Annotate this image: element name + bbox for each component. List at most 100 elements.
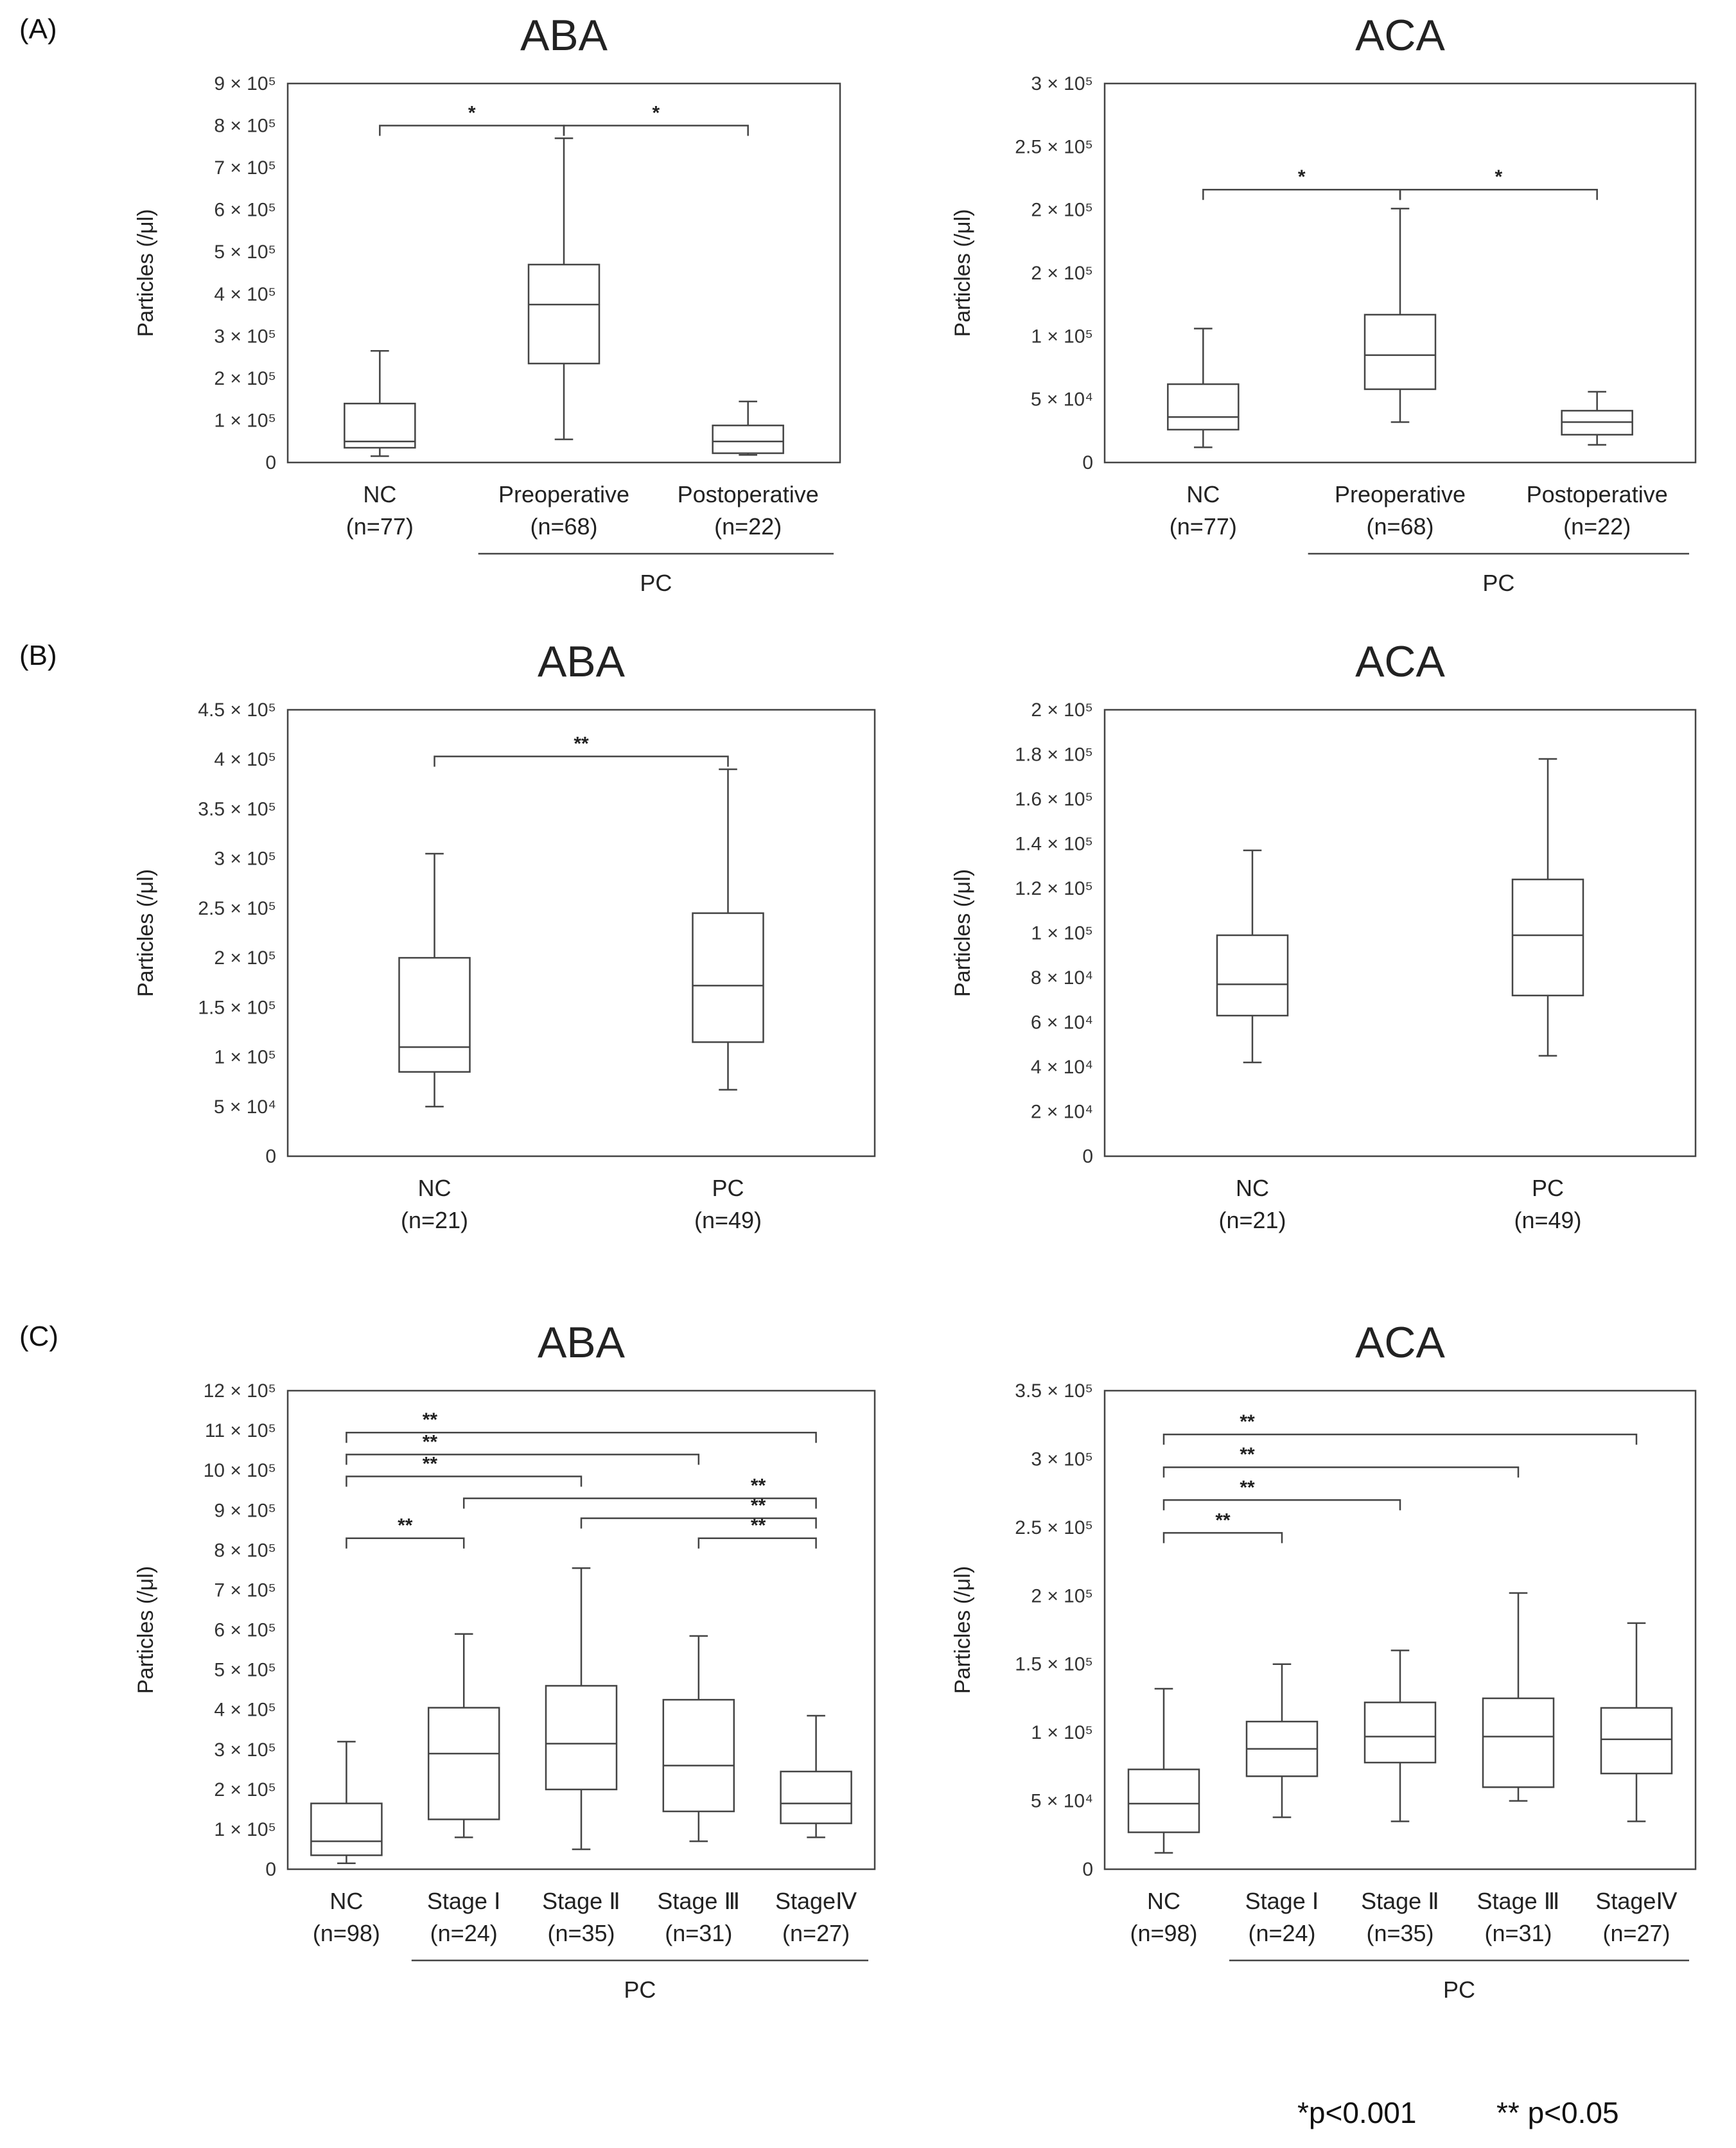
significance-bracket bbox=[346, 1537, 465, 1549]
y-tick-label: 0 bbox=[1082, 452, 1093, 473]
y-tick-label: 2 × 10⁵ bbox=[214, 1779, 276, 1800]
box-2 bbox=[1363, 207, 1437, 423]
panel-label: (C) bbox=[19, 1321, 58, 1352]
plot-frame bbox=[1103, 82, 1697, 464]
y-tick-label: 7 × 10⁵ bbox=[214, 157, 276, 179]
y-tick-label: 3 × 10⁵ bbox=[214, 1739, 276, 1761]
chart-6: ACA Particles (/μl) 0 5 × 10⁴ 1 × 10⁵ 1.5 × 1… bbox=[951, 1318, 1697, 2003]
y-tick-label: 3.5 × 10⁵ bbox=[198, 798, 276, 820]
significance-label: * bbox=[468, 103, 476, 124]
box-3 bbox=[1561, 391, 1633, 446]
y-tick-label: 2 × 10⁵ bbox=[1031, 200, 1093, 221]
y-axis-label: Particles (/μl) bbox=[951, 209, 975, 337]
iqr-box bbox=[1511, 878, 1584, 997]
y-tick-label: 5 × 10⁴ bbox=[1031, 1791, 1093, 1812]
group-label: PC bbox=[640, 570, 672, 596]
y-tick-label: 2.5 × 10⁵ bbox=[198, 898, 276, 919]
category-n-label: (n=98) bbox=[1130, 1920, 1197, 1946]
iqr-box bbox=[1482, 1697, 1555, 1788]
category-label: Stage Ⅱ bbox=[542, 1888, 620, 1914]
y-tick-label: 0 bbox=[265, 452, 276, 473]
category-n-label: (n=24) bbox=[1248, 1920, 1315, 1946]
y-tick-label: 3 × 10⁵ bbox=[1031, 1448, 1093, 1470]
y-tick-label: 1 × 10⁵ bbox=[1031, 923, 1093, 944]
category-label: Stage Ⅰ bbox=[427, 1888, 501, 1914]
significance-label: ** bbox=[423, 1431, 438, 1452]
y-tick-label: 0 bbox=[265, 1146, 276, 1167]
iqr-box bbox=[780, 1770, 852, 1824]
significance-label: ** bbox=[398, 1515, 413, 1536]
box-1 bbox=[1127, 1687, 1200, 1854]
category-n-label: (n=49) bbox=[694, 1207, 762, 1233]
plot-frame bbox=[286, 1389, 876, 1871]
y-tick-label: 1.5 × 10⁵ bbox=[1015, 1654, 1093, 1675]
y-tick-label: 1.6 × 10⁵ bbox=[1015, 789, 1093, 810]
y-tick-label: 2 × 10⁵ bbox=[214, 368, 276, 389]
y-tick-label: 8 × 10⁵ bbox=[214, 1540, 276, 1561]
significance-bracket bbox=[1399, 188, 1598, 200]
y-tick-label: 6 × 10⁵ bbox=[214, 1620, 276, 1641]
category-n-label: (n=35) bbox=[547, 1920, 615, 1946]
y-tick-label: 4.5 × 10⁵ bbox=[198, 700, 276, 721]
category-label: PC bbox=[1532, 1175, 1564, 1201]
y-axis-label: Particles (/μl) bbox=[134, 1566, 158, 1694]
y-tick-label: 2.5 × 10⁵ bbox=[1015, 136, 1093, 157]
category-label: PC bbox=[712, 1175, 744, 1201]
iqr-box bbox=[427, 1707, 500, 1820]
iqr-box bbox=[1363, 313, 1437, 391]
chart-1: (A) ABA Particles (/μl) 0 1 × 10⁵ 2 × 10⁵ 3 × … bbox=[19, 11, 841, 596]
significance-bracket bbox=[462, 1497, 817, 1509]
significance-label: * bbox=[1298, 166, 1306, 188]
category-label: Preoperative bbox=[498, 481, 629, 507]
iqr-box bbox=[527, 263, 601, 365]
category-n-label: (n=21) bbox=[401, 1207, 468, 1233]
box-1 bbox=[344, 350, 416, 457]
box-2 bbox=[1511, 758, 1584, 1057]
category-label: Stage Ⅰ bbox=[1245, 1888, 1319, 1914]
category-label: Postoperative bbox=[1527, 481, 1668, 507]
y-tick-label: 2.5 × 10⁵ bbox=[1015, 1517, 1093, 1538]
box-2 bbox=[427, 1633, 500, 1838]
y-axis-label: Particles (/μl) bbox=[134, 209, 158, 337]
y-tick-label: 8 × 10⁴ bbox=[1031, 967, 1093, 989]
category-label: NC bbox=[1147, 1888, 1180, 1914]
category-label: Postoperative bbox=[678, 481, 819, 507]
chart-5: (C) ABA Particles (/μl) 0 1 × 10⁵ 2 × 10⁵ 3 × … bbox=[19, 1318, 876, 2003]
iqr-box bbox=[712, 425, 784, 454]
significance-label: ** bbox=[574, 734, 589, 755]
box-1 bbox=[310, 1741, 383, 1864]
category-label: StageⅣ bbox=[1595, 1888, 1677, 1914]
iqr-box bbox=[1363, 1702, 1437, 1764]
significance-label: ** bbox=[1215, 1510, 1231, 1531]
category-n-label: (n=68) bbox=[530, 513, 597, 540]
y-tick-label: 1 × 10⁵ bbox=[214, 410, 276, 431]
category-n-label: (n=31) bbox=[665, 1920, 732, 1946]
panel-label: (B) bbox=[19, 640, 57, 671]
group-label: PC bbox=[1443, 1976, 1475, 2003]
y-tick-label: 0 bbox=[1082, 1859, 1093, 1880]
y-tick-label: 1 × 10⁵ bbox=[214, 1819, 276, 1840]
y-tick-label: 10 × 10⁵ bbox=[204, 1460, 276, 1481]
category-n-label: (n=24) bbox=[430, 1920, 498, 1946]
significance-bracket bbox=[379, 125, 565, 136]
chart-title: ACA bbox=[1355, 1318, 1445, 1367]
group-label: PC bbox=[624, 1976, 656, 2003]
box-5 bbox=[1600, 1622, 1673, 1822]
chart-2: ACA Particles (/μl) 0 5 × 10⁴ 1 × 10⁵ 2 × 10⁵… bbox=[951, 11, 1697, 596]
category-n-label: (n=27) bbox=[1602, 1920, 1670, 1946]
box-plot-panels: (A) ABA Particles (/μl) 0 1 × 10⁵ 2 × 10⁵ 3 × … bbox=[19, 11, 1697, 2003]
box-3 bbox=[545, 1567, 618, 1851]
category-n-label: (n=35) bbox=[1366, 1920, 1434, 1946]
category-n-label: (n=77) bbox=[1170, 513, 1237, 540]
y-tick-label: 0 bbox=[1082, 1146, 1093, 1167]
significance-label: ** bbox=[423, 1453, 438, 1474]
panel-label: (A) bbox=[19, 13, 57, 45]
significance-bracket bbox=[346, 1475, 583, 1487]
y-tick-label: 3 × 10⁵ bbox=[214, 326, 276, 347]
y-tick-label: 6 × 10⁵ bbox=[214, 200, 276, 221]
plot-frame bbox=[1103, 1389, 1697, 1871]
y-tick-label: 1 × 10⁵ bbox=[214, 1047, 276, 1068]
y-axis-label: Particles (/μl) bbox=[951, 869, 975, 997]
iqr-box bbox=[692, 912, 764, 1043]
y-tick-label: 1 × 10⁵ bbox=[1031, 326, 1093, 347]
